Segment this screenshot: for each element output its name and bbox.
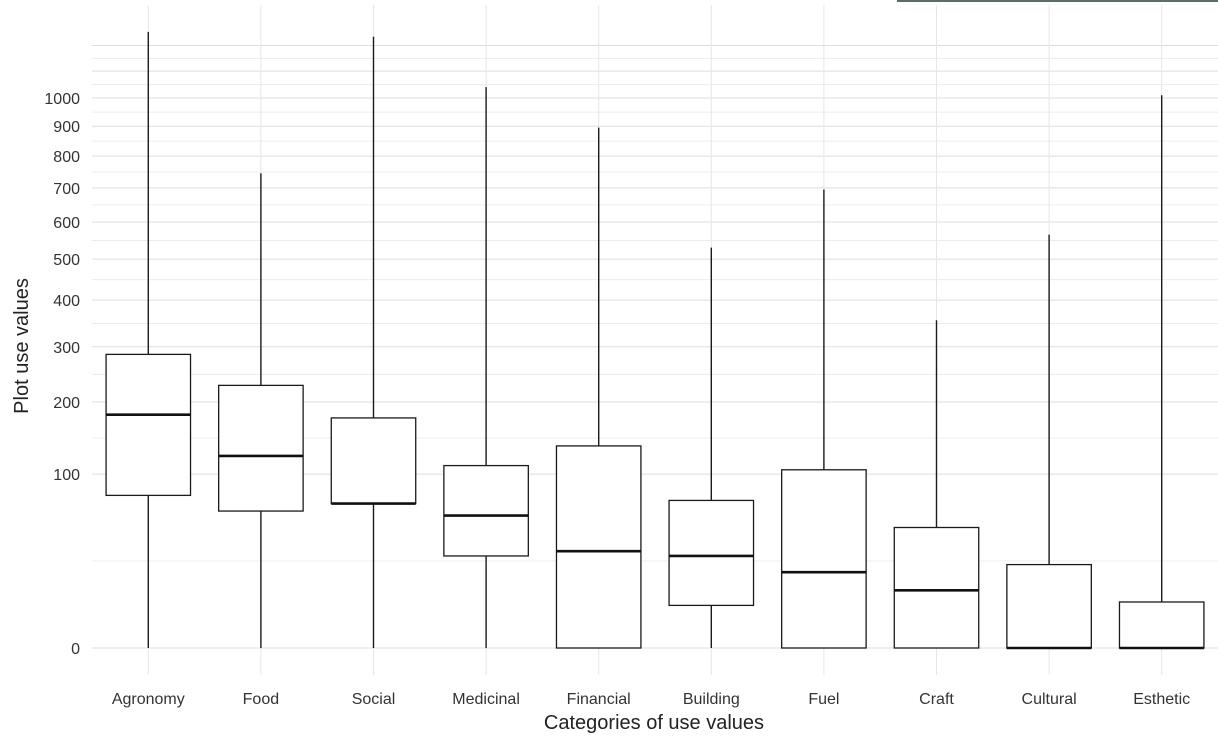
- x-tick-label-medicinal: Medicinal: [452, 691, 520, 708]
- y-tick-label: 100: [53, 467, 80, 484]
- y-tick-label: 0: [71, 641, 80, 658]
- x-axis-title: Categories of use values: [544, 712, 764, 734]
- iqr-box: [781, 469, 867, 649]
- y-axis-title: Plot use values: [11, 278, 33, 414]
- iqr-box: [330, 417, 417, 505]
- x-tick-label-cultural: Cultural: [1022, 691, 1077, 708]
- iqr-box: [443, 464, 529, 557]
- x-tick-label-social: Social: [352, 691, 396, 708]
- y-tick-label: 300: [53, 340, 80, 357]
- box-social: [330, 36, 417, 648]
- box-financial: [555, 127, 642, 649]
- y-tick-label: 800: [53, 149, 80, 166]
- iqr-box: [893, 526, 980, 649]
- y-tick-label: 200: [53, 395, 80, 412]
- y-axis-ticks: 0 100 200 300 400 500 600 700 800 900 1000: [44, 91, 80, 658]
- y-tick-label: 900: [53, 119, 80, 136]
- iqr-box: [105, 353, 192, 497]
- x-axis-ticks: Agronomy Food Social Medicinal Financial Buil…: [112, 691, 1190, 708]
- box-building: [668, 247, 755, 648]
- iqr-box: [1006, 563, 1092, 649]
- y-tick-label: 500: [53, 252, 80, 269]
- box-esthetic: [1118, 95, 1205, 650]
- y-tick-label: 600: [53, 215, 80, 232]
- x-tick-label-building: Building: [683, 691, 740, 708]
- box-fuel: [781, 189, 867, 649]
- x-tick-label-fuel: Fuel: [808, 691, 839, 708]
- x-tick-label-esthetic: Esthetic: [1133, 691, 1190, 708]
- box-food: [218, 173, 304, 648]
- boxes-layer: [105, 31, 1205, 650]
- x-tick-label-financial: Financial: [567, 691, 631, 708]
- box-agronomy: [105, 31, 192, 648]
- x-tick-label-food: Food: [243, 691, 279, 708]
- x-tick-label-craft: Craft: [919, 691, 954, 708]
- box-craft: [893, 320, 980, 649]
- y-tick-label: 700: [53, 181, 80, 198]
- box-cultural: [1006, 234, 1092, 650]
- iqr-box: [555, 445, 642, 649]
- iqr-box: [218, 384, 304, 512]
- iqr-box: [668, 499, 755, 607]
- iqr-box: [1118, 601, 1205, 649]
- y-tick-label: 400: [53, 293, 80, 310]
- y-tick-label: 1000: [44, 91, 80, 108]
- x-tick-label-agronomy: Agronomy: [112, 691, 185, 708]
- box-medicinal: [443, 87, 529, 648]
